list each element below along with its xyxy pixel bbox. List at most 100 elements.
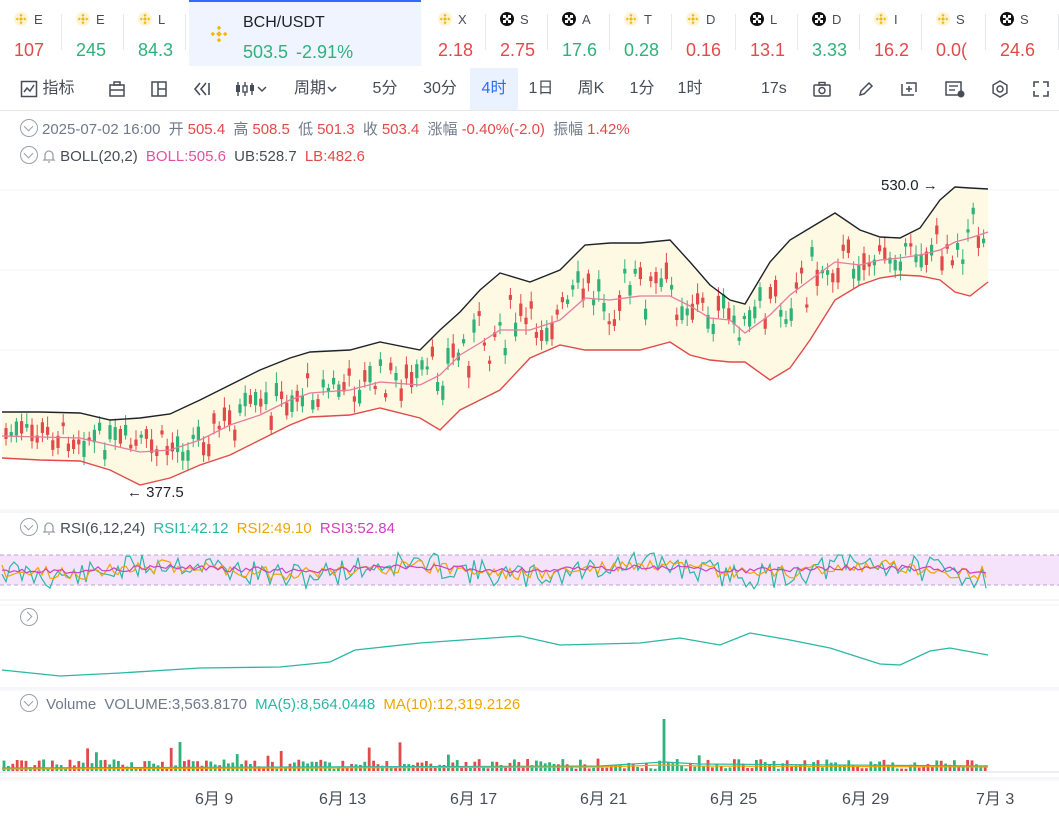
binance-icon (686, 12, 700, 26)
candle-body (144, 429, 148, 439)
volume-bar (103, 759, 107, 771)
ticker-item[interactable]: L 13.1 (736, 0, 798, 66)
ticker-item[interactable]: S 2.75 (486, 0, 548, 66)
active-ticker[interactable]: BCH/USDT 503.5 -2.91% (189, 0, 421, 66)
chart-type-dropdown[interactable] (234, 68, 268, 110)
volume-bar (460, 767, 463, 771)
ticker-item[interactable]: E 245 (62, 0, 124, 66)
indicators-button[interactable]: 指标 (20, 68, 74, 110)
volume-bar (609, 764, 613, 771)
volume-bar (20, 760, 23, 771)
candle-body (14, 421, 18, 436)
add-panel-button[interactable] (899, 68, 919, 110)
candle-body (274, 383, 278, 397)
collapse-toggle-icon[interactable] (20, 518, 38, 536)
screenshot-button[interactable] (812, 68, 832, 110)
candle-body (898, 261, 902, 271)
ticker-symbol: L (770, 12, 778, 27)
candle-body (524, 317, 528, 325)
volume-bar (455, 760, 459, 771)
volume-bar (51, 760, 54, 771)
candle-body (815, 269, 819, 286)
candle-body (727, 308, 731, 320)
volume-bar (341, 760, 345, 771)
candle-body (566, 299, 570, 304)
interval-tab[interactable]: 1分 (629, 80, 655, 97)
volume-bar (803, 760, 807, 771)
ticker-item[interactable]: A 17.6 (548, 0, 610, 66)
volume-ma5: MA(5):8,564.0448 (255, 696, 376, 713)
interval-tab[interactable]: 4时 (470, 68, 518, 110)
collapse-toggle-icon[interactable] (20, 694, 38, 712)
open-label: 开 (168, 121, 184, 138)
interval-tab[interactable]: 5分 (372, 80, 398, 97)
ticker-symbol: E (96, 12, 105, 27)
settings-button[interactable] (990, 68, 1010, 110)
candle-body (654, 271, 658, 284)
ticker-item[interactable]: D 0.16 (672, 0, 736, 66)
volume-bar (482, 766, 485, 771)
bell-icon[interactable] (42, 521, 56, 535)
ticker-item[interactable]: L 84.3 (124, 0, 186, 66)
candlestick-icon (236, 81, 254, 96)
template-button[interactable] (944, 68, 966, 110)
candle-body (243, 392, 247, 407)
volume-bar (196, 761, 199, 771)
ticker-item[interactable]: E 107 (0, 0, 62, 66)
ticker-symbol: T (644, 12, 652, 27)
rsi3-value: RSI3:52.84 (319, 520, 395, 537)
volume-bar (614, 765, 617, 771)
ticker-symbol: S (520, 12, 529, 27)
ticker-item[interactable]: S 0.0( (922, 0, 986, 66)
camera-icon (813, 81, 831, 97)
ticker-item[interactable]: I 16.2 (860, 0, 922, 66)
fullscreen-button[interactable] (1032, 68, 1050, 110)
okx-icon (562, 12, 576, 26)
candle-body (883, 247, 887, 261)
gear-icon (992, 79, 1008, 98)
candle-body (623, 268, 627, 274)
candle-body (540, 330, 544, 341)
candle-body (846, 239, 850, 254)
volume-bar (486, 768, 490, 771)
candle-body (389, 362, 393, 371)
candle-body (966, 229, 970, 233)
ticker-item[interactable]: T 0.28 (610, 0, 672, 66)
volume-name: Volume (46, 696, 97, 713)
volume-bar (653, 768, 657, 771)
collapse-toggle-icon[interactable] (20, 146, 38, 164)
interval-tab[interactable]: 30分 (423, 80, 457, 97)
period-dropdown[interactable]: 周期 (294, 68, 338, 110)
volume-bar (433, 766, 437, 771)
ticker-item[interactable]: D 3.33 (798, 0, 860, 66)
collapse-toggle-icon[interactable] (20, 119, 38, 137)
interval-tab[interactable]: 周K (577, 80, 605, 97)
volume-bar (134, 767, 138, 771)
volume-bar (838, 764, 842, 771)
volume-bar (931, 766, 934, 771)
candle-body (399, 388, 403, 401)
candle-body (664, 262, 668, 280)
candle-body (446, 347, 450, 364)
candle-body (748, 310, 752, 327)
volume-bar (777, 768, 780, 771)
volume-bar (15, 760, 19, 771)
layout-button[interactable] (108, 68, 126, 110)
x-axis-tick-label: 7月 3 (976, 791, 1015, 808)
candle-body (950, 260, 954, 266)
ticker-item[interactable]: X 2.18 (424, 0, 486, 66)
ticker-item[interactable]: S 24.6 (986, 0, 1059, 66)
bell-icon[interactable] (42, 149, 56, 163)
expand-toggle-icon[interactable] (20, 608, 38, 626)
volume-bar (592, 767, 595, 771)
replay-button[interactable] (192, 68, 212, 110)
ohlc-date: 2025-07-02 16:00 (42, 121, 161, 138)
ticker-price: 0.16 (686, 40, 722, 60)
interval-tab[interactable]: 1日 (528, 80, 554, 97)
interval-tab[interactable]: 1时 (677, 80, 703, 97)
candle-body (711, 323, 715, 335)
draw-tool-button[interactable] (857, 68, 875, 110)
split-view-button[interactable] (150, 68, 168, 110)
volume-bar (728, 767, 732, 771)
